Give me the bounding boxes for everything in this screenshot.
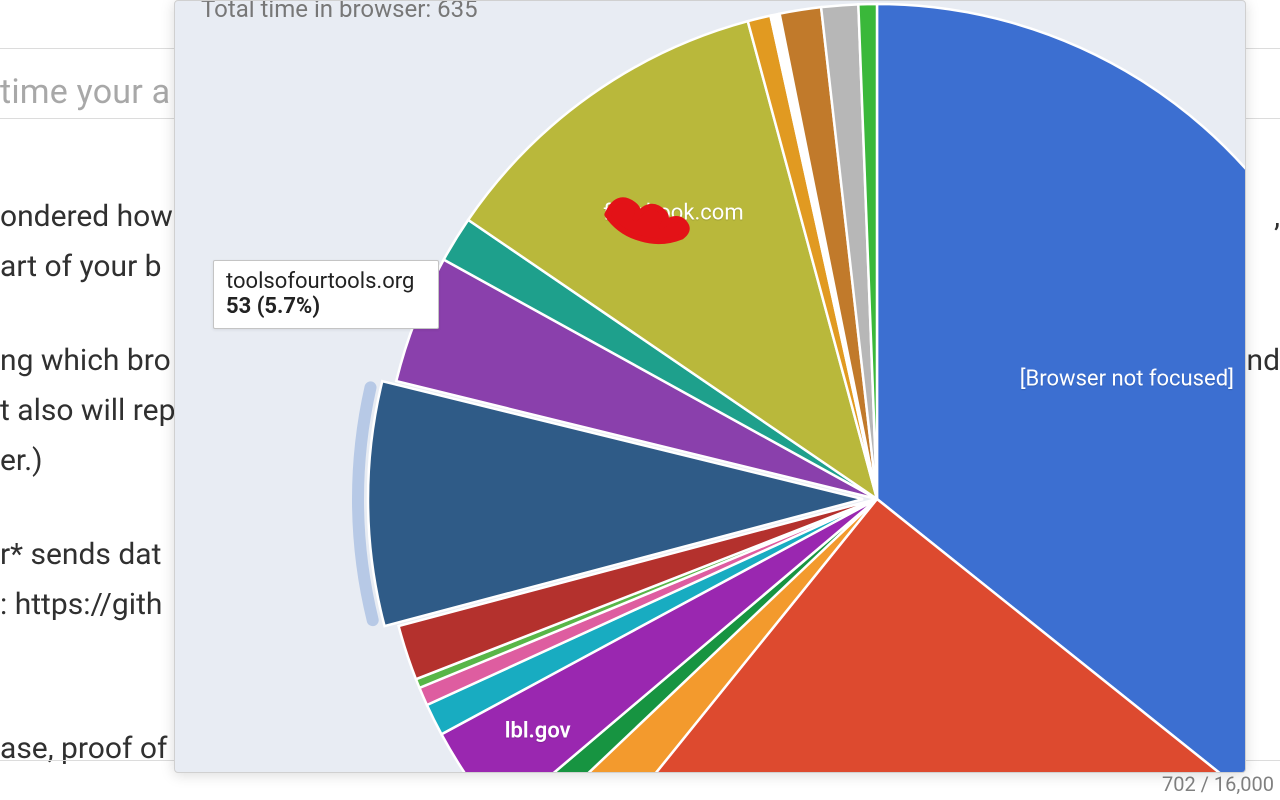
pie-chart[interactable] (175, 1, 1245, 773)
tooltip-value: 53 (5.7%) (226, 294, 426, 319)
page-heading-fragment: time your a (0, 72, 170, 112)
pie-tooltip: toolsofourtools.org 53 (5.7%) (213, 260, 439, 329)
pie-chart-container: [Browser not focused]lbl.govfacebook.com… (175, 1, 1245, 772)
body-text-fragment-right: , (1240, 194, 1280, 241)
browser-time-popup: Total time in browser: 635 [Browser not … (174, 0, 1246, 773)
character-counter: 702 / 16,000 (1162, 772, 1274, 796)
tooltip-site: toolsofourtools.org (226, 269, 426, 294)
